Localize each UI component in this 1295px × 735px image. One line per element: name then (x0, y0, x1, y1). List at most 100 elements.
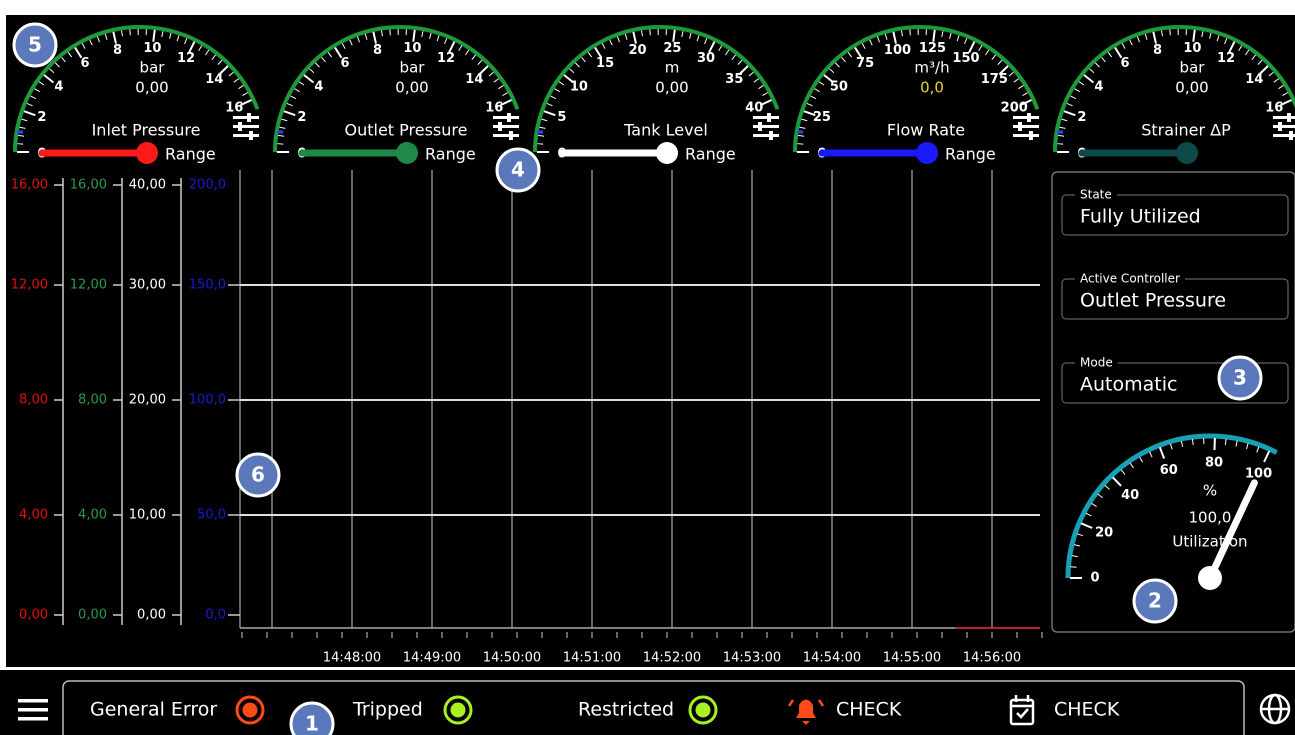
settings-button[interactable] (753, 113, 779, 140)
util-tick (1139, 456, 1144, 463)
slider-line (753, 116, 779, 119)
gauge-tick (1107, 51, 1113, 58)
gauge-tick (1201, 31, 1204, 38)
slider-knob (1027, 113, 1031, 122)
gauge-tick (991, 54, 996, 60)
gauge-tick (731, 54, 736, 60)
gauge-tick (550, 95, 557, 100)
settings-button[interactable] (233, 113, 259, 140)
gauge-tick (104, 33, 108, 40)
status-item[interactable]: Restricted (578, 695, 718, 725)
gauge-tick-label: 10 (1183, 41, 1201, 56)
util-tick (1120, 469, 1126, 475)
gauge-tick (188, 41, 196, 53)
gauge-tick (956, 35, 960, 42)
settings-button[interactable] (1013, 113, 1039, 140)
gauge-tick (238, 85, 244, 90)
gauge-tick-label: 16 (485, 101, 503, 116)
gauge-tick (1282, 92, 1288, 96)
settings-button[interactable] (493, 113, 519, 140)
gauge-tick (242, 92, 248, 96)
gauge-tick (218, 65, 229, 76)
gauge-tick-label: 25 (663, 41, 681, 56)
slider-knob (498, 122, 502, 131)
gauge-tick-label: 12 (177, 51, 195, 66)
gauge-tick (1152, 31, 1157, 44)
axis-label: 150,0 (189, 278, 226, 293)
gauge-tick (1061, 118, 1068, 122)
gauge-unit: m³/h (914, 59, 949, 77)
field-label: State (1080, 188, 1112, 202)
gauge-tick (89, 39, 93, 46)
status-item[interactable]: CHECK (787, 699, 902, 726)
gauge-tick (67, 51, 73, 58)
gauge-tick (1224, 38, 1228, 44)
gauge-tick (814, 88, 820, 93)
util-tick (1169, 443, 1173, 450)
slider-line (1013, 134, 1039, 137)
gauge-tick-label: 100 (884, 43, 911, 58)
gauge-tick-label: 175 (981, 72, 1008, 87)
gauge-tick (488, 71, 494, 77)
gauge-tick (121, 30, 123, 37)
axis-label: 40,00 (129, 178, 166, 193)
util-tick (1085, 512, 1092, 517)
slider-line (233, 125, 259, 128)
gauge-tick (758, 85, 764, 90)
gauge-tick (941, 31, 944, 38)
gauge-tick (298, 81, 305, 86)
util-tick (1224, 438, 1227, 445)
gauge-tick (1121, 43, 1126, 49)
gauge-tick (61, 56, 66, 63)
gauge-tick (869, 39, 873, 46)
gauge-tick (594, 47, 603, 59)
slider-line (493, 116, 519, 119)
calendar-icon (1009, 698, 1035, 726)
gauge-tick (748, 71, 754, 77)
gauge-tick (1238, 45, 1243, 52)
gauge-tick (465, 49, 470, 56)
util-tick (1256, 446, 1260, 453)
gauge-tick (23, 110, 36, 117)
gauge-tick (932, 29, 936, 42)
gauge-tick-label: 150 (952, 51, 979, 66)
gauge-tick (539, 126, 546, 129)
settings-button[interactable] (1273, 113, 1295, 140)
status-item[interactable]: CHECK (1009, 695, 1120, 726)
status-item[interactable]: Tripped (352, 695, 473, 725)
gauge-tick (1114, 47, 1123, 59)
gauge-tick (1144, 33, 1148, 40)
axis-label: 0,00 (137, 608, 166, 623)
slider-line (1013, 116, 1039, 119)
gauge-tick (823, 74, 835, 84)
range-label: Range (165, 145, 216, 164)
time-label: 14:56:00 (963, 651, 1021, 666)
gauge-tick (49, 68, 55, 74)
gauge-tick (554, 88, 560, 93)
gauge-tick (1094, 62, 1100, 68)
axis-label: 12,00 (70, 278, 107, 293)
gauge-tick (500, 99, 512, 106)
slider-knob (238, 122, 242, 131)
gauge-tick (1013, 78, 1020, 83)
status-item[interactable]: General Error (90, 695, 265, 725)
slider-line (493, 134, 519, 137)
slider-line (1273, 134, 1295, 137)
gauge-tick (21, 118, 28, 122)
gauge-tick (841, 56, 846, 63)
axis-label: 200,0 (189, 178, 226, 193)
gauge-tick (801, 118, 808, 122)
gauge-tick (54, 62, 60, 68)
gauge-tick (217, 59, 223, 66)
gauge-tick (412, 29, 416, 42)
gauge-tick (321, 56, 326, 63)
gauge-tick-label: 14 (205, 72, 223, 87)
globe-button[interactable] (1259, 693, 1291, 725)
gauge-tick-label: 2 (37, 110, 46, 125)
gauge-tick (233, 78, 240, 83)
gauge-tick (672, 29, 676, 42)
gauge-tick (477, 59, 483, 66)
gauge-tick (1008, 71, 1014, 77)
menu-button[interactable] (18, 699, 48, 721)
util-tick-label: 100 (1245, 466, 1272, 481)
